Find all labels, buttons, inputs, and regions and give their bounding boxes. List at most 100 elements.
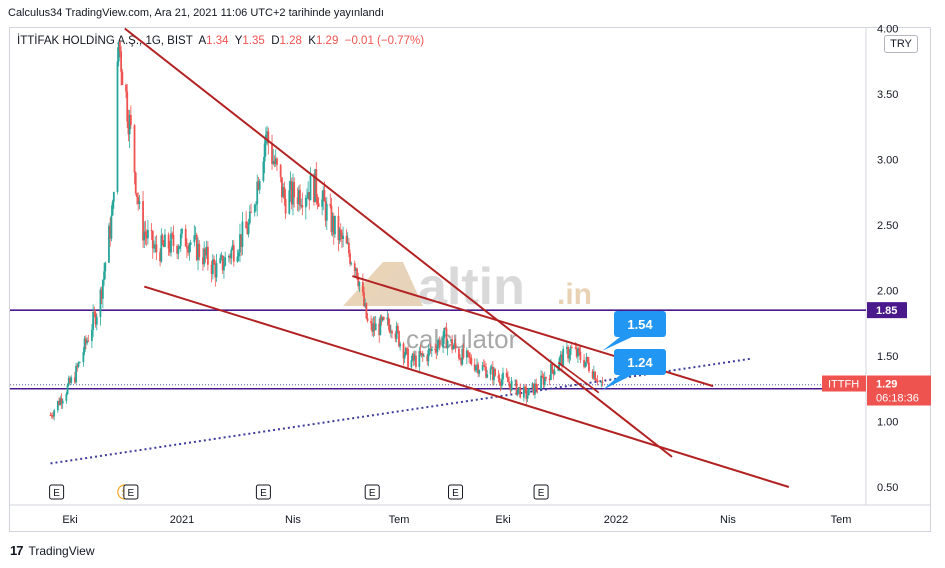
candle-body — [329, 203, 332, 206]
open-value: 1.34 — [206, 35, 229, 47]
candle-body — [542, 376, 545, 385]
candle-body — [540, 375, 542, 390]
candle-body — [207, 246, 209, 265]
high-label: Y — [234, 35, 243, 47]
candle-body — [314, 169, 317, 203]
candle-body — [468, 352, 470, 358]
close-value: 1.29 — [315, 35, 339, 47]
tradingview-footer[interactable]: 17 TradingView — [10, 543, 95, 558]
candle-body — [324, 201, 327, 221]
candle-body — [189, 242, 192, 246]
candle-body — [418, 351, 421, 367]
candle-body — [345, 235, 348, 244]
candle-body — [389, 331, 392, 333]
candle-body — [386, 317, 389, 320]
candle-body — [304, 197, 307, 208]
candle-body — [127, 121, 130, 135]
candle-body — [378, 323, 381, 336]
candle-body — [247, 222, 250, 235]
candle-body — [100, 289, 103, 299]
candle-body — [331, 216, 334, 233]
candle-body — [474, 366, 477, 371]
change-value: −0.01 (−0.77%) — [344, 35, 425, 47]
candle-body — [508, 382, 511, 384]
candle-body — [486, 374, 489, 378]
candle-body — [220, 255, 223, 258]
trend-line — [557, 361, 600, 394]
candle-body — [224, 257, 227, 267]
candle-body — [358, 281, 361, 287]
candle-body — [202, 257, 204, 265]
candle-body — [558, 358, 561, 367]
candle-body — [87, 340, 90, 342]
candle-body — [59, 398, 62, 405]
candle-body — [159, 252, 161, 262]
candle-body — [116, 61, 119, 192]
candle-body — [396, 325, 399, 332]
candle-body — [282, 187, 285, 198]
candle-body — [562, 348, 565, 366]
candle-body — [490, 366, 493, 369]
candle-body — [92, 311, 95, 330]
candle-body — [437, 340, 440, 346]
candle-body — [76, 365, 79, 367]
candle-body — [272, 160, 275, 164]
callout-pointer — [602, 337, 632, 351]
watermark-logo-icon — [363, 262, 423, 306]
candle-body — [266, 131, 268, 135]
candle-body — [248, 211, 251, 223]
y-tick-label: 1.00 — [877, 417, 898, 429]
candle-body — [293, 182, 296, 198]
candle-body — [430, 348, 433, 351]
candle-body — [551, 363, 554, 370]
candle-body — [330, 205, 333, 233]
callout-label: 1.24 — [627, 355, 653, 370]
candle-body — [411, 353, 414, 361]
candle-body — [111, 201, 114, 216]
candle-body — [422, 355, 425, 357]
candle-body — [561, 354, 563, 366]
candle-body — [381, 317, 384, 321]
candle-body — [445, 328, 448, 349]
candle-body — [346, 242, 349, 244]
currency-button[interactable]: TRY — [884, 35, 918, 53]
candle-body — [541, 375, 544, 377]
watermark-logo-icon — [343, 262, 403, 306]
candle-body — [484, 366, 486, 368]
candle-body — [162, 243, 165, 247]
earnings-marker-icon — [533, 484, 549, 500]
candle-body — [323, 189, 326, 202]
candle-body — [219, 257, 222, 264]
candle-body — [398, 331, 400, 347]
earnings-marker-icon — [49, 484, 65, 500]
y-tick-label: 2.00 — [877, 286, 898, 298]
candle-body — [177, 248, 180, 254]
candle-body — [339, 229, 342, 234]
event-marker-label: E — [128, 488, 135, 499]
candle-body — [429, 348, 432, 351]
published-caption: Calculus34 TradingView.com, Ara 21, 2021… — [8, 7, 384, 19]
candle-body — [505, 372, 508, 377]
event-marker-label: E — [538, 488, 545, 499]
price-callout — [614, 311, 666, 337]
candle-body — [534, 383, 536, 395]
candle-body — [69, 378, 71, 383]
candle-body — [373, 323, 376, 331]
candle-body — [211, 259, 214, 275]
candle-body — [419, 351, 422, 356]
candle-body — [229, 255, 231, 259]
candle-body — [290, 181, 293, 205]
candle-body — [125, 84, 127, 92]
candle-body — [104, 262, 107, 272]
candle-body — [289, 181, 292, 191]
candle-body — [283, 187, 286, 199]
candle-body — [372, 323, 375, 332]
candle-body — [86, 340, 88, 344]
candle-body — [476, 364, 478, 367]
candle-body — [313, 175, 315, 203]
symbol-legend: İTTİFAK HOLDİNG A.Ş., 1G, BIST A1.34 Y1.… — [17, 35, 424, 47]
candle-body — [84, 338, 87, 344]
earnings-marker-icon — [364, 484, 380, 500]
candle-body — [594, 371, 597, 381]
